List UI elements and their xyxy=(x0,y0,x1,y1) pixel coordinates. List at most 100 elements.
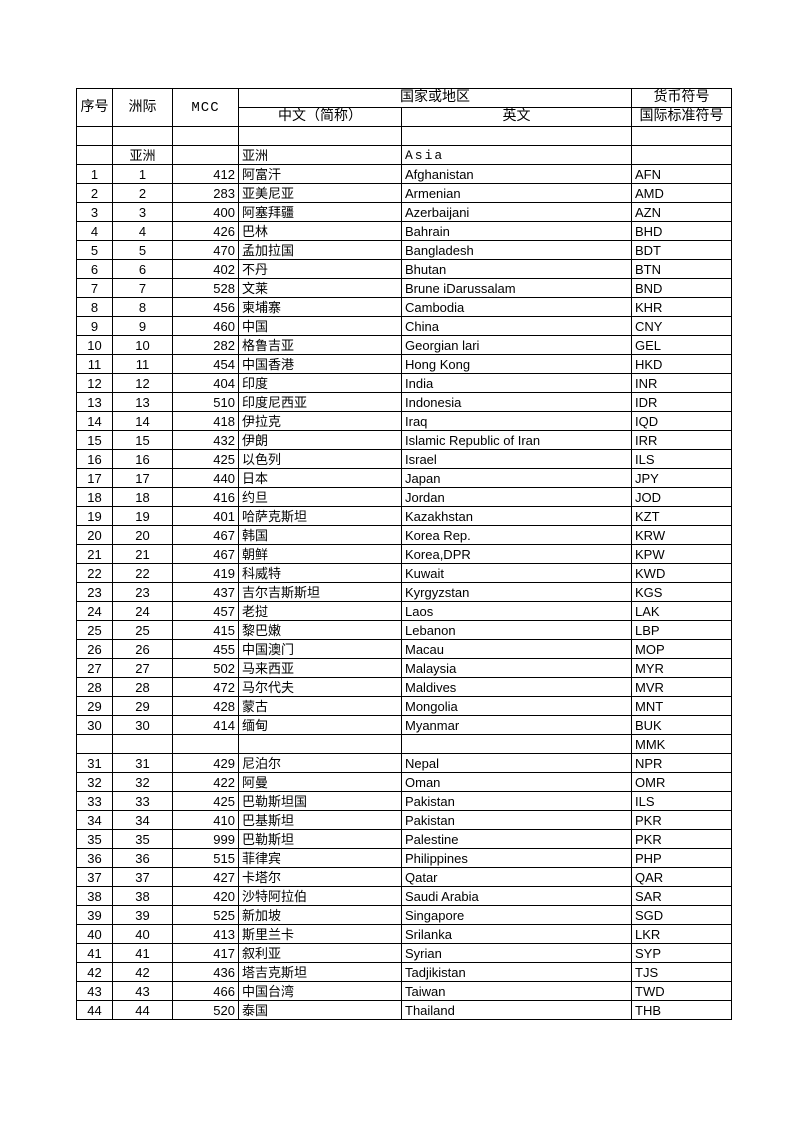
cell-currency: BND xyxy=(632,279,732,298)
table-row: 2626455中国澳门MacauMOP xyxy=(77,640,732,659)
table-row: 77528文莱Brune iDarussalamBND xyxy=(77,279,732,298)
cell-cn: 中国 xyxy=(239,317,402,336)
cell-mcc: 400 xyxy=(173,203,239,222)
cell-mcc: 502 xyxy=(173,659,239,678)
cell-currency: MYR xyxy=(632,659,732,678)
table-row: MMK xyxy=(77,735,732,754)
cell-cn: 印度尼西亚 xyxy=(239,393,402,412)
cell-mcc xyxy=(173,735,239,754)
cell-seq: 9 xyxy=(77,317,113,336)
cell-en: Hong Kong xyxy=(402,355,632,374)
cell-seq: 14 xyxy=(77,412,113,431)
cell-mcc: 457 xyxy=(173,602,239,621)
table-row: 1919401哈萨克斯坦KazakhstanKZT xyxy=(77,507,732,526)
table-row: 2828472马尔代夫MaldivesMVR xyxy=(77,678,732,697)
cell-en: Kyrgyzstan xyxy=(402,583,632,602)
cell-mcc: 419 xyxy=(173,564,239,583)
cell-mcc: 418 xyxy=(173,412,239,431)
cell-seq: 1 xyxy=(77,165,113,184)
cell-currency: IDR xyxy=(632,393,732,412)
table-row: 99460中国ChinaCNY xyxy=(77,317,732,336)
cell-seq: 30 xyxy=(77,716,113,735)
cell-mcc: 426 xyxy=(173,222,239,241)
cell-seq: 19 xyxy=(77,507,113,526)
table-row: 1111454中国香港Hong KongHKD xyxy=(77,355,732,374)
cell-continent: 23 xyxy=(113,583,173,602)
cell-seq: 16 xyxy=(77,450,113,469)
cell-continent: 21 xyxy=(113,545,173,564)
table-row: 1818416约旦JordanJOD xyxy=(77,488,732,507)
table-row: 2323437吉尔吉斯斯坦KyrgyzstanKGS xyxy=(77,583,732,602)
cell-currency: KRW xyxy=(632,526,732,545)
cell-seq: 39 xyxy=(77,906,113,925)
cell-currency: MOP xyxy=(632,640,732,659)
cell-en: Thailand xyxy=(402,1001,632,1020)
cell-en: Palestine xyxy=(402,830,632,849)
cell-en: Azerbaijani xyxy=(402,203,632,222)
cell-mcc: 520 xyxy=(173,1001,239,1020)
cell-seq: 33 xyxy=(77,792,113,811)
cell-cn: 柬埔寨 xyxy=(239,298,402,317)
cell-currency: TJS xyxy=(632,963,732,982)
cell-en: Singapore xyxy=(402,906,632,925)
cell-continent: 7 xyxy=(113,279,173,298)
cell-continent: 18 xyxy=(113,488,173,507)
cell-continent: 13 xyxy=(113,393,173,412)
cell-seq: 18 xyxy=(77,488,113,507)
cell-cn: 日本 xyxy=(239,469,402,488)
cell-cn: 马来西亚 xyxy=(239,659,402,678)
cell-en: Pakistan xyxy=(402,792,632,811)
cell-en: Lebanon xyxy=(402,621,632,640)
table-row: 88456柬埔寨CambodiaKHR xyxy=(77,298,732,317)
cell-en: Oman xyxy=(402,773,632,792)
cell-continent: 44 xyxy=(113,1001,173,1020)
cell-mcc: 515 xyxy=(173,849,239,868)
cell-en: Mongolia xyxy=(402,697,632,716)
cell-en: Afghanistan xyxy=(402,165,632,184)
cell-currency: BUK xyxy=(632,716,732,735)
cell-currency: BDT xyxy=(632,241,732,260)
hdr-en: 英文 xyxy=(402,108,632,127)
cell-continent: 34 xyxy=(113,811,173,830)
cell-mcc: 404 xyxy=(173,374,239,393)
table-row: 2525415黎巴嫩LebanonLBP xyxy=(77,621,732,640)
cell-seq: 35 xyxy=(77,830,113,849)
table-row: 1414418伊拉克IraqIQD xyxy=(77,412,732,431)
table-row: 4040413斯里兰卡SrilankaLKR xyxy=(77,925,732,944)
cell-cn: 不丹 xyxy=(239,260,402,279)
cell-continent: 43 xyxy=(113,982,173,1001)
cell-seq: 32 xyxy=(77,773,113,792)
cell-en: Bhutan xyxy=(402,260,632,279)
cell-seq: 13 xyxy=(77,393,113,412)
cell-continent: 41 xyxy=(113,944,173,963)
cell-currency: IQD xyxy=(632,412,732,431)
cell-mcc: 460 xyxy=(173,317,239,336)
hdr-continent: 洲际 xyxy=(113,89,173,127)
cell-currency: KWD xyxy=(632,564,732,583)
cell-cn: 中国香港 xyxy=(239,355,402,374)
table-row: 3737427卡塔尔QatarQAR xyxy=(77,868,732,887)
cell-en: Philippines xyxy=(402,849,632,868)
cell-en: China xyxy=(402,317,632,336)
section-row: 亚洲 亚洲 Asia xyxy=(77,146,732,165)
cell-en: Georgian lari xyxy=(402,336,632,355)
cell-continent: 4 xyxy=(113,222,173,241)
cell-cn: 尼泊尔 xyxy=(239,754,402,773)
cell-cn: 格鲁吉亚 xyxy=(239,336,402,355)
cell-mcc: 466 xyxy=(173,982,239,1001)
cell-mcc: 283 xyxy=(173,184,239,203)
cell-en: Iraq xyxy=(402,412,632,431)
cell-currency: BTN xyxy=(632,260,732,279)
cell-continent: 10 xyxy=(113,336,173,355)
table-row: 1616425以色列IsraelILS xyxy=(77,450,732,469)
section-en: Asia xyxy=(402,146,632,165)
table-row: 2121467朝鲜Korea,DPRKPW xyxy=(77,545,732,564)
cell-en: Islamic Republic of Iran xyxy=(402,431,632,450)
cell-mcc: 413 xyxy=(173,925,239,944)
cell-en: Laos xyxy=(402,602,632,621)
cell-cn: 伊拉克 xyxy=(239,412,402,431)
cell-seq: 25 xyxy=(77,621,113,640)
cell-currency: OMR xyxy=(632,773,732,792)
cell-seq: 6 xyxy=(77,260,113,279)
cell-cn: 亚美尼亚 xyxy=(239,184,402,203)
